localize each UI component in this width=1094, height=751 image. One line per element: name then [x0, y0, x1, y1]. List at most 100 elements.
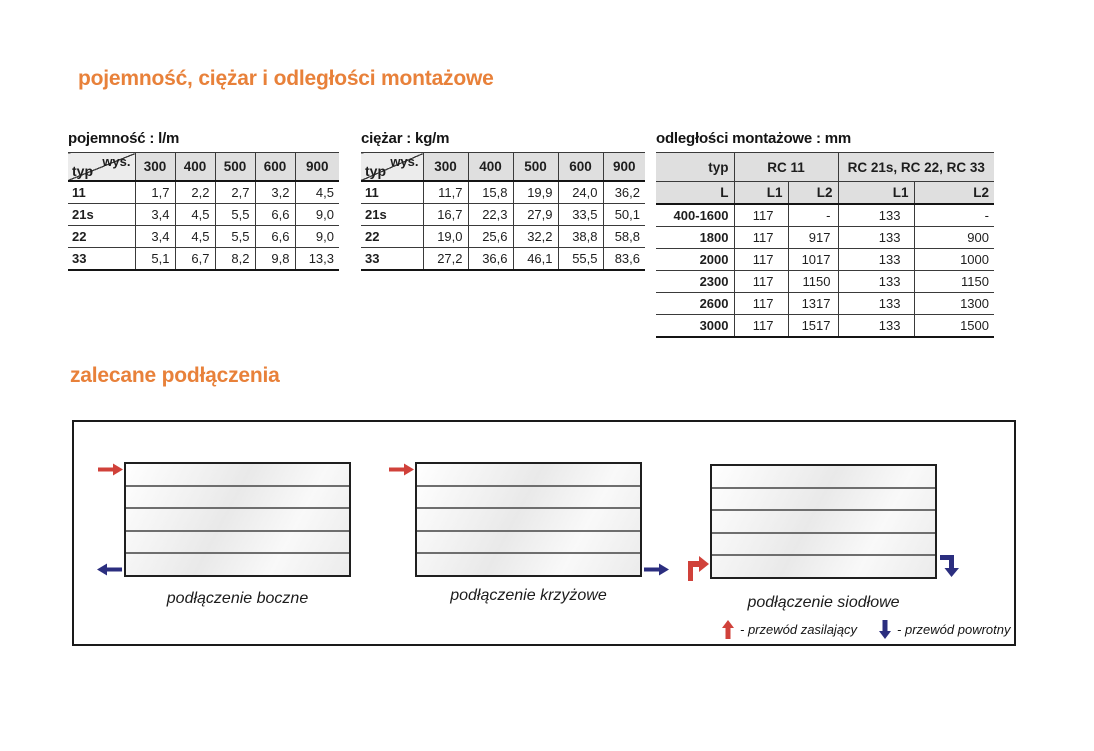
table-cell: 13,3 [294, 247, 339, 271]
corner-label-typ: typ [365, 163, 386, 179]
column-group-rc11: RC 11 [733, 152, 838, 182]
weight-table-title: ciężar : kg/m [361, 130, 450, 147]
table-cell: 117 [733, 292, 788, 315]
table-cell: 5,5 [214, 225, 255, 248]
mounting-table-section: odległości montażowe : mm typ RC 11 RC 2… [656, 130, 994, 338]
table-cell: 4,5 [294, 181, 339, 204]
row-header: 2000 [656, 248, 734, 271]
weight-table: wys. typ 300 400 500 600 900 11 11,7 15,8 1… [361, 152, 645, 271]
table-row: 22 19,0 25,6 32,2 38,8 58,8 [361, 225, 645, 248]
supply-arrow-right-icon [98, 463, 124, 476]
table-cell: 33,5 [557, 203, 603, 226]
table-cell: 1000 [913, 248, 994, 271]
connections-title: zalecane podłączenia [70, 364, 280, 387]
table-cell: 3,4 [134, 203, 175, 226]
table-cell: 5,1 [134, 247, 175, 271]
table-cell: 24,0 [557, 181, 603, 204]
column-header: 600 [254, 152, 295, 182]
supply-arrow-up-icon [722, 620, 734, 639]
table-row: 33 27,2 36,6 46,1 55,5 83,6 [361, 247, 645, 271]
table-cell: 9,8 [254, 247, 295, 271]
table-row: 3000 117 1517 133 1500 [656, 314, 994, 338]
table-cell: 27,9 [512, 203, 558, 226]
table-cell: 5,5 [214, 203, 255, 226]
table-cell: 46,1 [512, 247, 558, 271]
column-header: 400 [467, 152, 513, 182]
table-cell: 1517 [787, 314, 838, 338]
column-header-typ: typ [656, 152, 734, 182]
table-cell: 1150 [913, 270, 994, 293]
column-header: 900 [602, 152, 645, 182]
row-header: 21s [68, 203, 135, 226]
table-cell: 4,5 [174, 225, 215, 248]
table-cell: 3,2 [254, 181, 295, 204]
row-header: 22 [361, 225, 423, 248]
weight-table-section: ciężar : kg/m wys. typ 300 400 500 600 9… [361, 130, 645, 271]
radiator-cross-connection [415, 462, 642, 577]
return-arrow-right-icon [644, 563, 670, 576]
column-header: 500 [512, 152, 558, 182]
table-cell: 117 [733, 204, 788, 227]
table-cell: 1317 [787, 292, 838, 315]
legend: - przewód zasilający - przewód powrotny [722, 620, 1011, 639]
diagonal-corner-cell: wys. typ [68, 152, 135, 182]
diagonal-corner-cell: wys. typ [361, 152, 423, 182]
table-row: 21s 3,4 4,5 5,5 6,6 9,0 [68, 203, 339, 226]
capacity-table-section: pojemność : l/m wys. typ 300 400 500 600… [68, 130, 339, 271]
column-header: 900 [294, 152, 339, 182]
table-row: 2600 117 1317 133 1300 [656, 292, 994, 315]
table-row: 400-1600 117-133- [656, 204, 994, 227]
row-header: 1800 [656, 226, 734, 249]
table-cell: 900 [913, 226, 994, 249]
table-cell: 36,2 [602, 181, 645, 204]
table-cell: 117 [733, 248, 788, 271]
table-cell: 25,6 [467, 225, 513, 248]
table-cell: 2,7 [214, 181, 255, 204]
table-cell: 11,7 [422, 181, 468, 204]
table-cell: 16,7 [422, 203, 468, 226]
table-cell: 36,6 [467, 247, 513, 271]
capacity-table-title: pojemność : l/m [68, 130, 180, 147]
table-row: 33 5,1 6,7 8,2 9,8 13,3 [68, 247, 339, 271]
column-header: 600 [557, 152, 603, 182]
table-cell: 22,3 [467, 203, 513, 226]
table-cell: 133 [837, 248, 914, 271]
column-header: L1 [733, 181, 788, 205]
table-cell: 50,1 [602, 203, 645, 226]
table-cell: 1017 [787, 248, 838, 271]
column-header: 500 [214, 152, 255, 182]
table-cell: 83,6 [602, 247, 645, 271]
table-cell: 19,9 [512, 181, 558, 204]
table-cell: 9,0 [294, 203, 339, 226]
column-header: L2 [913, 181, 994, 205]
table-subheader-row: L L1 L2 L1 L2 [656, 181, 994, 205]
table-cell: 3,4 [134, 225, 175, 248]
table-cell: 133 [837, 204, 914, 227]
column-header: L [656, 181, 734, 205]
table-cell: 1500 [913, 314, 994, 338]
table-cell: 117 [733, 314, 788, 338]
mounting-table-title: odległości montażowe : mm [656, 130, 852, 147]
table-cell: 2,2 [174, 181, 215, 204]
table-row: 11 1,7 2,2 2,7 3,2 4,5 [68, 181, 339, 204]
table-cell: 133 [837, 292, 914, 315]
row-header: 11 [68, 181, 135, 204]
table-row: 11 11,7 15,8 19,9 24,0 36,2 [361, 181, 645, 204]
radiator-saddle-connection [710, 464, 937, 579]
diagram-caption: podłączenie siodłowe [747, 594, 900, 611]
corner-label-typ: typ [72, 163, 93, 179]
row-header: 33 [68, 247, 135, 271]
table-row: 2000 117 1017 133 1000 [656, 248, 994, 271]
mounting-table: typ RC 11 RC 21s, RC 22, RC 33 L L1 L2 L… [656, 152, 994, 338]
table-cell: 1150 [787, 270, 838, 293]
diagram-caption: podłączenie boczne [166, 590, 309, 607]
table-cell: 1,7 [134, 181, 175, 204]
diagram-caption: podłączenie krzyżowe [450, 587, 607, 604]
column-header: L1 [837, 181, 914, 205]
legend-supply-label: - przewód zasilający [740, 622, 858, 637]
table-cell: 117 [733, 270, 788, 293]
column-header: L2 [787, 181, 838, 205]
connection-diagrams-panel: podłączenie boczne podłączenie krzyżowe … [72, 420, 1016, 646]
table-cell: 6,7 [174, 247, 215, 271]
